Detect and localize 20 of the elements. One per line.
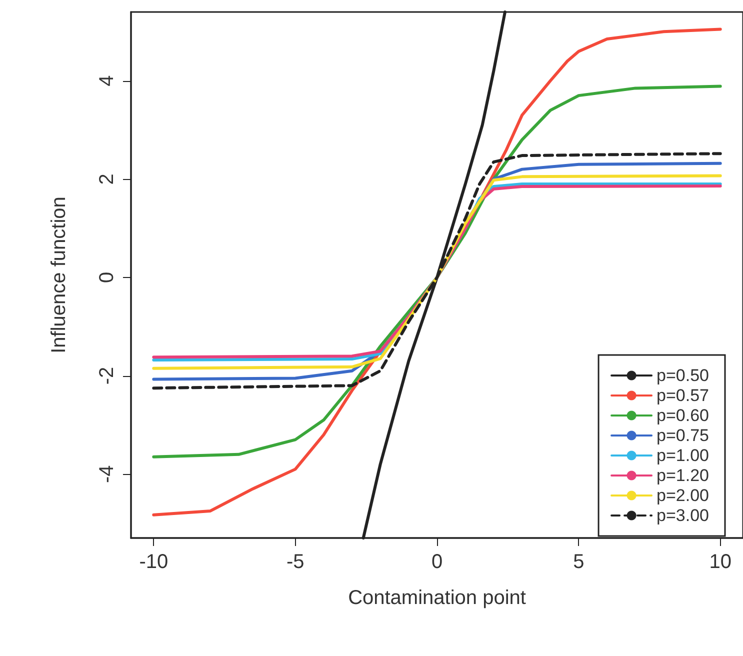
x-tick-label: -10 [139,551,168,573]
x-tick-label: 0 [431,551,443,573]
y-tick-label: 4 [96,75,118,86]
y-tick-label: 2 [96,174,118,185]
legend-label: p=1.20 [656,466,710,485]
legend-label: p=3.00 [656,506,710,525]
x-axis-title: Contamination point [348,587,526,609]
legend-label: p=0.50 [656,366,710,385]
y-axis-title: Influence function [48,196,70,354]
legend-label: p=0.60 [656,406,710,425]
legend-label: p=0.75 [656,426,710,445]
y-tick-label: -2 [96,366,118,385]
x-tick-label: -5 [286,551,304,573]
x-tick-label: 10 [709,551,732,573]
legend-label: p=1.00 [656,446,710,465]
x-tick-label: 5 [573,551,584,573]
y-tick-label: -4 [96,465,118,483]
legend-label: p=0.57 [656,386,710,405]
y-tick-label: 0 [96,272,118,284]
legend-label: p=2.00 [656,486,710,505]
